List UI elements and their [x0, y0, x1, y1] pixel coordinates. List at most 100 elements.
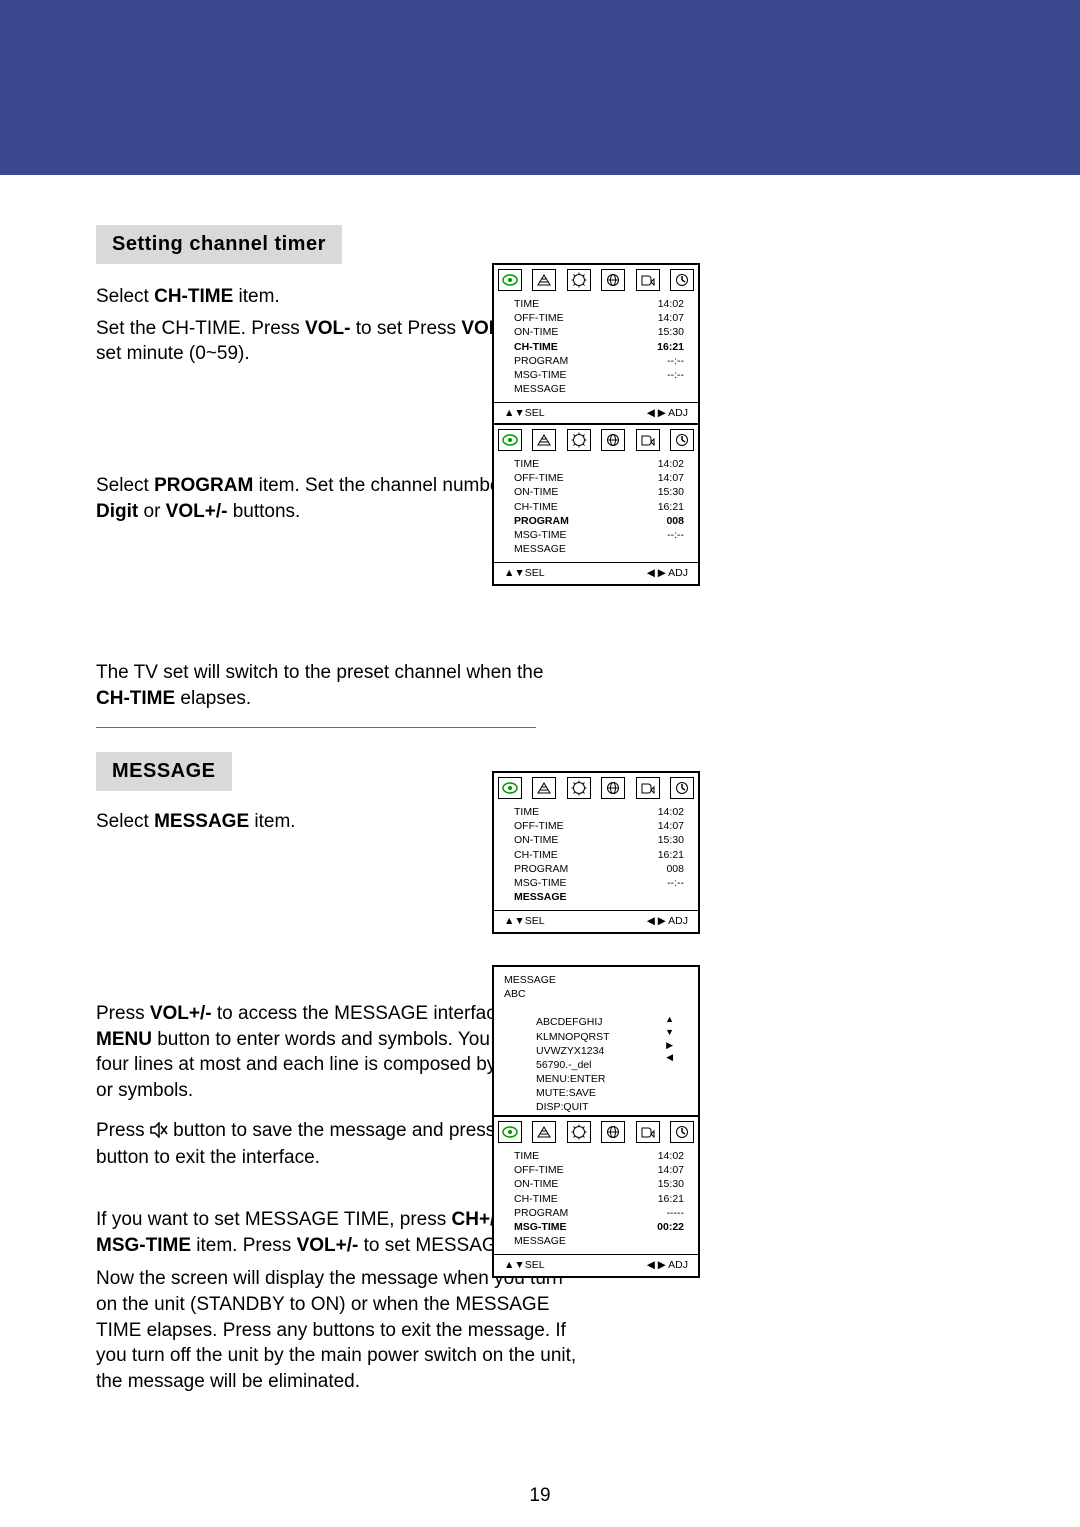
osd-foot-right: ◀ ▶ ADJ [647, 1259, 688, 1271]
osd-row-label: ON-TIME [514, 325, 558, 339]
osd-icon-2 [567, 777, 591, 799]
osd-row-value: 15:30 [658, 325, 684, 339]
osd-row: MESSAGE [514, 1234, 684, 1248]
osd-row-label: MSG-TIME [514, 368, 567, 382]
osd-row-label: TIME [514, 1149, 539, 1163]
osd-row-label: CH-TIME [514, 340, 558, 354]
osd-icon-3 [601, 1121, 625, 1143]
osd-row-label: OFF-TIME [514, 1163, 564, 1177]
osd-message-editor: MESSAGEABCABCDEFGHIJKLMNOPQRSTUVWZYX1234… [492, 965, 700, 1127]
osd-row-label: OFF-TIME [514, 819, 564, 833]
osd-icon-5 [670, 429, 694, 451]
osd-row-label: PROGRAM [514, 354, 568, 368]
osd-row-label: OFF-TIME [514, 311, 564, 325]
osd-icon-0 [498, 777, 522, 799]
osd-row: MSG-TIME--:-- [514, 368, 684, 382]
osd-row-label: TIME [514, 297, 539, 311]
osd-row: TIME14:02 [514, 805, 684, 819]
mute-icon [150, 1120, 168, 1146]
osd-row: OFF-TIME 14:07 [514, 819, 684, 833]
osd-row: OFF-TIME 14:07 [514, 471, 684, 485]
osd-row-label: ON-TIME [514, 1177, 558, 1191]
s1-p4: The TV set will switch to the preset cha… [96, 660, 556, 711]
section-label-message: MESSAGE [96, 752, 232, 791]
msg-sub: ABC [504, 987, 688, 1001]
divider [96, 727, 536, 728]
osd-footer: ▲▼SEL◀ ▶ ADJ [494, 562, 698, 584]
osd-footer: ▲▼SEL◀ ▶ ADJ [494, 910, 698, 932]
osd-message-sel: TIME14:02OFF-TIME 14:07ON-TIME15:30CH-TIM… [492, 771, 700, 934]
osd-row-value: 14:07 [658, 311, 684, 325]
s1-p3: Select PROGRAM item. Set the channel num… [96, 473, 556, 524]
osd-row-label: MESSAGE [514, 890, 567, 904]
osd-row-label: CH-TIME [514, 848, 558, 862]
osd-row-label: CH-TIME [514, 500, 558, 514]
osd-row-label: CH-TIME [514, 1192, 558, 1206]
osd-row: CH-TIME16:21 [514, 1192, 684, 1206]
osd-row-value: 16:21 [657, 340, 684, 354]
osd-row: TIME 14:02 [514, 457, 684, 471]
page-number: 19 [0, 1485, 1080, 1507]
osd-row-label: PROGRAM [514, 1206, 568, 1220]
osd-body: TIME14:02OFF-TIME14:07ON-TIME15:30CH-TIM… [494, 1145, 698, 1254]
osd-foot-right: ◀ ▶ ADJ [647, 407, 688, 419]
osd-icon-row [494, 773, 698, 801]
osd-row: PROGRAM008 [514, 862, 684, 876]
osd-row-label: PROGRAM [514, 514, 569, 528]
s2-p5: Now the screen will display the message … [96, 1266, 586, 1394]
osd-icon-3 [601, 269, 625, 291]
osd-row-value: 14:07 [658, 819, 684, 833]
osd-icon-2 [567, 269, 591, 291]
osd-row-value: 14:07 [658, 471, 684, 485]
osd-row-label: MSG-TIME [514, 876, 567, 890]
osd-foot-right: ◀ ▶ ADJ [647, 915, 688, 927]
osd-row-value: --:-- [667, 354, 684, 368]
osd-icon-row [494, 1117, 698, 1145]
osd-icon-0 [498, 429, 522, 451]
osd-row: MSG-TIME--:-- [514, 528, 684, 542]
osd-icon-1 [532, 1121, 556, 1143]
osd-icon-2 [567, 1121, 591, 1143]
osd-row-label: OFF-TIME [514, 471, 564, 485]
osd-row: CH-TIME 16:21 [514, 340, 684, 354]
osd-row-label: MSG-TIME [514, 528, 567, 542]
osd-icon-1 [532, 777, 556, 799]
osd-icon-4 [636, 429, 660, 451]
osd-icon-3 [601, 429, 625, 451]
osd-row-label: MSG-TIME [514, 1220, 567, 1234]
osd-row-label: ON-TIME [514, 485, 558, 499]
osd-foot-right: ◀ ▶ ADJ [647, 567, 688, 579]
msg-k6: MUTE:SAVE [536, 1086, 688, 1100]
osd-row: CH-TIME16:21 [514, 500, 684, 514]
osd-icon-row [494, 425, 698, 453]
osd-row-label: PROGRAM [514, 862, 568, 876]
section1-body: Select CH-TIME item. Set the CH-TIME. Pr… [96, 284, 556, 728]
osd-icon-0 [498, 269, 522, 291]
osd-msg-time: TIME14:02OFF-TIME14:07ON-TIME15:30CH-TIM… [492, 1115, 700, 1278]
osd-icon-4 [636, 269, 660, 291]
osd-row: PROGRAM008 [514, 514, 684, 528]
osd-row: OFF-TIME14:07 [514, 1163, 684, 1177]
msg-title: MESSAGE [504, 973, 688, 987]
osd-row-value: 14:02 [658, 297, 684, 311]
osd-row-label: MESSAGE [514, 542, 566, 556]
osd-row-value: --:-- [667, 876, 684, 890]
osd-row-value: 16:21 [658, 848, 684, 862]
osd-icon-4 [636, 1121, 660, 1143]
osd-icon-4 [636, 777, 660, 799]
osd-row-label: TIME [514, 457, 539, 471]
msg-k5: MENU:ENTER [536, 1072, 688, 1086]
osd-ch-time: TIME14:02OFF-TIME14:07ON-TIME15:30CH-TIM… [492, 263, 700, 426]
osd-foot-left: ▲▼SEL [504, 1259, 545, 1271]
s1-p2: Set the CH-TIME. Press VOL- to set Press… [96, 316, 556, 367]
osd-icon-5 [670, 269, 694, 291]
msg-keys: ABCDEFGHIJKLMNOPQRSTUVWZYX123456790.-_de… [504, 1001, 688, 1114]
osd-body: TIME14:02OFF-TIME14:07ON-TIME15:30CH-TIM… [494, 293, 698, 402]
osd-row-value: 14:02 [658, 457, 684, 471]
msg-k7: DISP:QUIT [536, 1100, 688, 1114]
osd-row: MESSAGE [514, 382, 684, 396]
page: Setting channel timer Select CH-TIME ite… [0, 0, 1080, 1527]
osd-row-label: MESSAGE [514, 382, 566, 396]
osd-row: MESSAGE [514, 542, 684, 556]
osd-row: ON-TIME15:30 [514, 833, 684, 847]
